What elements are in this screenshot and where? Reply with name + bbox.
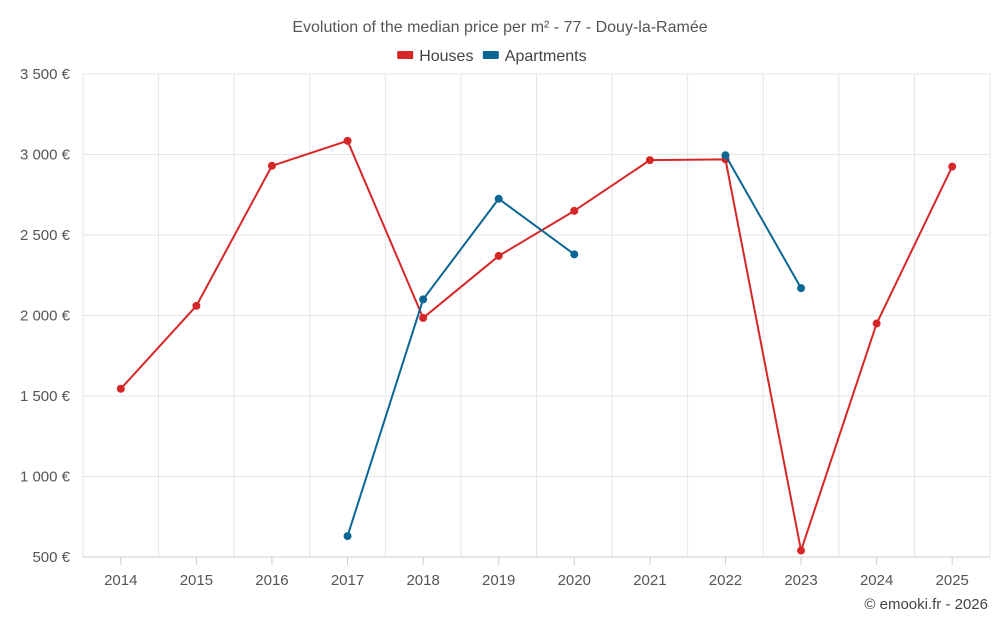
houses-point-2023[interactable]: [797, 546, 806, 555]
x-tick-label: 2025: [936, 572, 969, 589]
y-tick-label: 3 500 €: [20, 66, 71, 83]
axes: 500 € 1 000 € 1 500 € 2 000 € 2 500 € 3 000 €…: [20, 66, 990, 589]
x-tick-label: 2017: [331, 572, 364, 589]
apartments-point-2022[interactable]: [721, 151, 730, 160]
chart-title: Evolution of the median price per m² - 7…: [292, 19, 707, 36]
houses-point-2021[interactable]: [645, 156, 654, 165]
credit-text: © emooki.fr - 2026: [864, 596, 988, 613]
houses-point-2020[interactable]: [570, 206, 579, 215]
x-tick-label: 2015: [180, 572, 213, 589]
x-tick-label: 2022: [709, 572, 742, 589]
houses-point-2024[interactable]: [872, 319, 881, 328]
houses-series-line: [120, 139, 954, 552]
x-tick-label: 2014: [104, 572, 137, 589]
x-tick-label: 2018: [406, 572, 439, 589]
houses-point-2018[interactable]: [419, 313, 428, 322]
legend-swatch-apartments: [482, 51, 499, 59]
apartments-point-2018[interactable]: [419, 295, 428, 304]
apartments-series-line: [346, 197, 575, 537]
y-tick-label: 1 500 €: [20, 388, 71, 405]
y-tick-label: 500 €: [32, 549, 70, 566]
legend-label-houses: Houses: [419, 48, 473, 65]
series-layer: [116, 136, 957, 555]
apartments-point-2020[interactable]: [570, 250, 579, 259]
x-tick-label: 2019: [482, 572, 515, 589]
houses-point-2015[interactable]: [192, 301, 201, 310]
legend: Houses Apartments: [397, 48, 587, 65]
apartments-point-2017[interactable]: [343, 532, 352, 541]
x-tick-label: 2020: [558, 572, 591, 589]
apartments-point-2023[interactable]: [797, 284, 806, 293]
x-tick-label: 2016: [255, 572, 288, 589]
y-tick-label: 3 000 €: [20, 147, 71, 164]
houses-point-2017[interactable]: [343, 136, 352, 145]
houses-point-2025[interactable]: [948, 162, 957, 171]
grid: [82, 73, 991, 557]
y-tick-label: 2 500 €: [20, 227, 71, 244]
y-tick-label: 2 000 €: [20, 308, 71, 325]
x-tick-label: 2023: [784, 572, 817, 589]
x-tick-label: 2021: [633, 572, 666, 589]
houses-point-2016[interactable]: [267, 161, 276, 170]
houses-point-2019[interactable]: [494, 251, 503, 260]
legend-swatch-houses: [397, 51, 414, 59]
legend-item-apartments[interactable]: Apartments: [482, 48, 587, 65]
apartments-series-line: [724, 154, 802, 289]
houses-point-2014[interactable]: [116, 384, 125, 393]
legend-label-apartments: Apartments: [505, 48, 587, 65]
y-tick-label: 1 000 €: [20, 469, 71, 486]
apartments-point-2019[interactable]: [494, 194, 503, 203]
legend-item-houses[interactable]: Houses: [397, 48, 473, 65]
x-tick-label: 2024: [860, 572, 893, 589]
